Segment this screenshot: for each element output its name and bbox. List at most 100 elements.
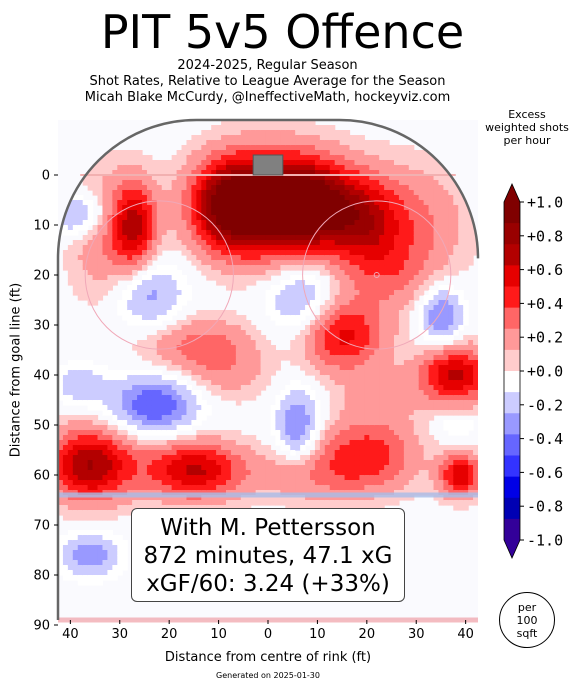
- heat-cell: [92, 550, 99, 556]
- heat-cell: [250, 180, 257, 186]
- heat-cell: [117, 535, 123, 541]
- heat-cell: [314, 370, 321, 376]
- heat-cell: [245, 160, 252, 166]
- heat-cell: [235, 330, 242, 336]
- heat-cell: [349, 480, 356, 486]
- heat-cell: [87, 370, 94, 376]
- heat-cell: [230, 280, 237, 286]
- heat-cell: [122, 540, 128, 546]
- heat-cell: [270, 290, 277, 296]
- heat-cell: [67, 560, 74, 566]
- heat-cell: [379, 145, 385, 151]
- heat-cell: [408, 240, 415, 246]
- heat-cell: [245, 225, 252, 231]
- heat-cell: [191, 215, 197, 221]
- heat-cell: [275, 270, 281, 276]
- heat-cell: [201, 465, 207, 471]
- heat-cell: [112, 430, 118, 436]
- heat-cell: [270, 345, 277, 351]
- heat-cell: [67, 455, 74, 461]
- heat-cell: [413, 375, 420, 381]
- heat-cell: [369, 375, 375, 381]
- heat-cell: [349, 390, 356, 396]
- heat-cell: [295, 265, 301, 271]
- heat-cell: [186, 145, 193, 151]
- heat-cell: [161, 405, 168, 411]
- heat-cell: [230, 155, 237, 161]
- heat-cell: [171, 265, 178, 271]
- heat-cell: [334, 360, 341, 366]
- heat-cell: [196, 255, 202, 261]
- heat-cell: [230, 320, 237, 326]
- heat-cell: [216, 440, 222, 446]
- heat-cell: [77, 365, 84, 371]
- heat-cell: [221, 325, 227, 331]
- heat-cell: [329, 465, 336, 471]
- heat-cell: [295, 165, 301, 171]
- heat-cell: [216, 210, 222, 216]
- heat-cell: [280, 285, 286, 291]
- heat-cell: [142, 200, 148, 206]
- heat-cell: [211, 375, 217, 381]
- heat-cell: [117, 555, 123, 561]
- heat-cell: [255, 450, 262, 456]
- heat-cell: [334, 450, 341, 456]
- heat-cell: [324, 225, 331, 231]
- heat-cell: [77, 475, 84, 481]
- heat-cell: [82, 575, 89, 581]
- heat-cell: [137, 185, 143, 191]
- heat-cell: [176, 475, 183, 481]
- heat-cell: [349, 190, 356, 196]
- heat-cell: [166, 165, 173, 171]
- heat-cell: [275, 470, 281, 476]
- heat-cell: [117, 540, 123, 546]
- heat-cell: [58, 365, 64, 371]
- heat-cell: [221, 155, 227, 161]
- heat-cell: [112, 215, 118, 221]
- heat-cell: [132, 205, 138, 211]
- heat-cell: [265, 250, 272, 256]
- heat-cell: [206, 340, 212, 346]
- heat-cell: [107, 405, 113, 411]
- heat-cell: [146, 185, 153, 191]
- heat-cell: [240, 220, 247, 226]
- heat-cell: [146, 505, 153, 511]
- heat-cell: [171, 395, 178, 401]
- heat-cell: [181, 495, 188, 501]
- heat-cell: [82, 245, 89, 251]
- heat-cell: [319, 210, 326, 216]
- heat-cell: [186, 345, 193, 351]
- heat-cell: [344, 320, 351, 326]
- heat-cell: [324, 145, 331, 151]
- heat-cell: [107, 190, 113, 196]
- heat-cell: [82, 455, 89, 461]
- heat-cell: [403, 430, 410, 436]
- heat-cell: [364, 455, 370, 461]
- heat-cell: [186, 175, 193, 181]
- heat-cell: [408, 375, 415, 381]
- heat-cell: [132, 345, 138, 351]
- heat-cell: [423, 450, 430, 456]
- heat-cell: [102, 475, 109, 481]
- heat-cell: [329, 345, 336, 351]
- heat-cell: [166, 205, 173, 211]
- heat-cell: [418, 485, 425, 491]
- heat-cell: [349, 280, 356, 286]
- heat-cell: [339, 365, 346, 371]
- heat-cell: [146, 270, 153, 276]
- heat-cell: [117, 210, 123, 216]
- heat-cell: [166, 475, 173, 481]
- heat-cell: [235, 185, 242, 191]
- heat-cell: [295, 380, 301, 386]
- heat-cell: [240, 165, 247, 171]
- heat-cell: [260, 450, 267, 456]
- heat-cell: [67, 485, 74, 491]
- heat-cell: [97, 245, 104, 251]
- heat-cell: [151, 240, 158, 246]
- heat-cell: [137, 485, 143, 491]
- heat-cell: [255, 145, 262, 151]
- heat-cell: [146, 495, 153, 501]
- heat-cell: [87, 500, 94, 506]
- heat-cell: [369, 145, 375, 151]
- heat-cell: [171, 440, 178, 446]
